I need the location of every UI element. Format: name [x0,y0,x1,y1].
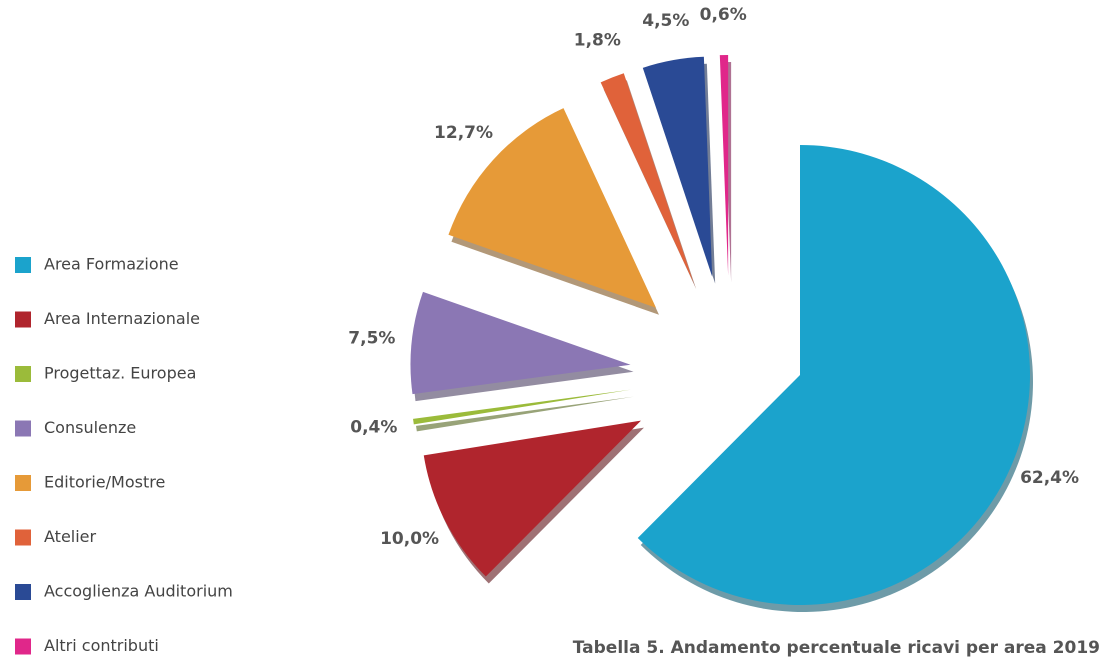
data-label: 0,6% [700,5,747,25]
slice-depth [416,396,635,432]
data-label: 10,0% [380,529,439,549]
slice [423,420,641,577]
legend-swatch [15,584,31,600]
legend-label: Consulenze [44,418,136,437]
legend-label: Area Formazione [44,255,179,274]
data-label: 4,5% [642,11,689,31]
legend-swatch [15,475,31,491]
slice [600,73,694,283]
data-label: 12,7% [434,123,493,143]
data-label: 7,5% [348,328,395,348]
legend-swatch [15,311,31,328]
legend-label: Accoglienza Auditorium [44,582,233,601]
data-label: 0,4% [350,417,397,437]
legend-label: Atelier [44,527,97,546]
legend-swatch [15,529,31,546]
legend-label: Area Internazionale [44,309,200,328]
legend-swatch [15,420,31,437]
slice [642,56,713,277]
slice [410,291,631,395]
slice [448,108,656,308]
legend-swatch [15,257,31,273]
chart-caption: Tabella 5. Andamento percentuale ricavi … [573,638,1100,658]
data-label: 1,8% [574,30,621,50]
data-label: 62,4% [1020,468,1079,488]
legend-swatch [15,366,31,382]
legend-swatch [15,638,31,655]
legend-label: Altri contributi [44,636,159,655]
slice [637,145,1030,605]
slice [719,55,729,276]
legend-label: Progettaz. Europea [44,364,196,383]
legend-label: Editorie/Mostre [44,473,165,492]
slice [413,389,632,425]
